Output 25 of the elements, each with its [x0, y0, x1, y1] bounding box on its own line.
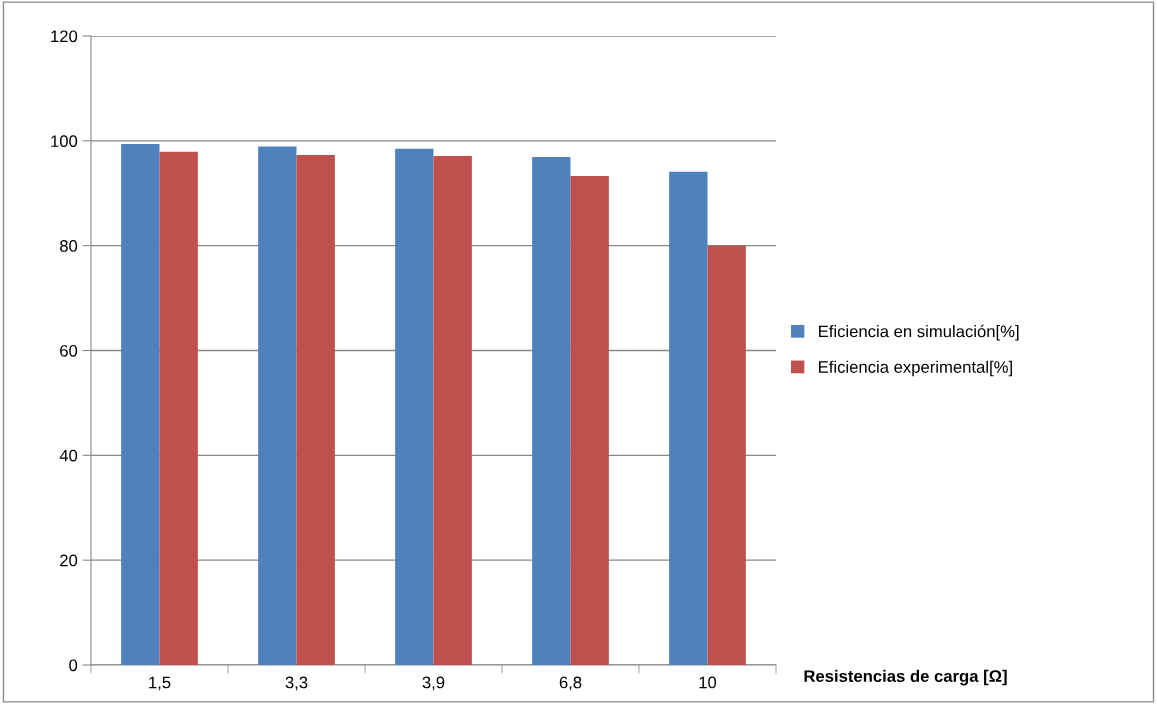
x-tick-label: 3,3: [285, 676, 308, 691]
y-tick-label: 100: [51, 135, 78, 148]
bar: [258, 146, 297, 665]
x-tick-label: 1,5: [149, 676, 171, 691]
x-axis-title: Resistencias de carga [Ω]: [804, 669, 1007, 686]
bar: [669, 171, 708, 665]
legend-label: Eficiencia experimental[%]: [819, 360, 1012, 377]
bar: [532, 157, 571, 665]
y-tick-label: 40: [59, 449, 78, 462]
x-tick-label: 10: [699, 676, 717, 689]
bar: [707, 245, 746, 665]
x-tick-label: 3,9: [422, 676, 445, 691]
y-tick-label: 0: [69, 659, 78, 672]
x-tick-label: 6,8: [559, 676, 582, 691]
y-tick-label: 60: [60, 344, 78, 357]
bar: [433, 156, 472, 665]
bar: [121, 143, 160, 665]
y-tick-label: 120: [51, 30, 78, 43]
legend-label: Eficiencia en simulación[%]: [819, 324, 1019, 341]
bar: [159, 151, 198, 665]
y-tick-label: 80: [59, 240, 78, 252]
bar: [296, 154, 335, 665]
bar: [570, 175, 609, 665]
y-tick-label: 20: [60, 554, 78, 567]
bar: [395, 148, 434, 665]
